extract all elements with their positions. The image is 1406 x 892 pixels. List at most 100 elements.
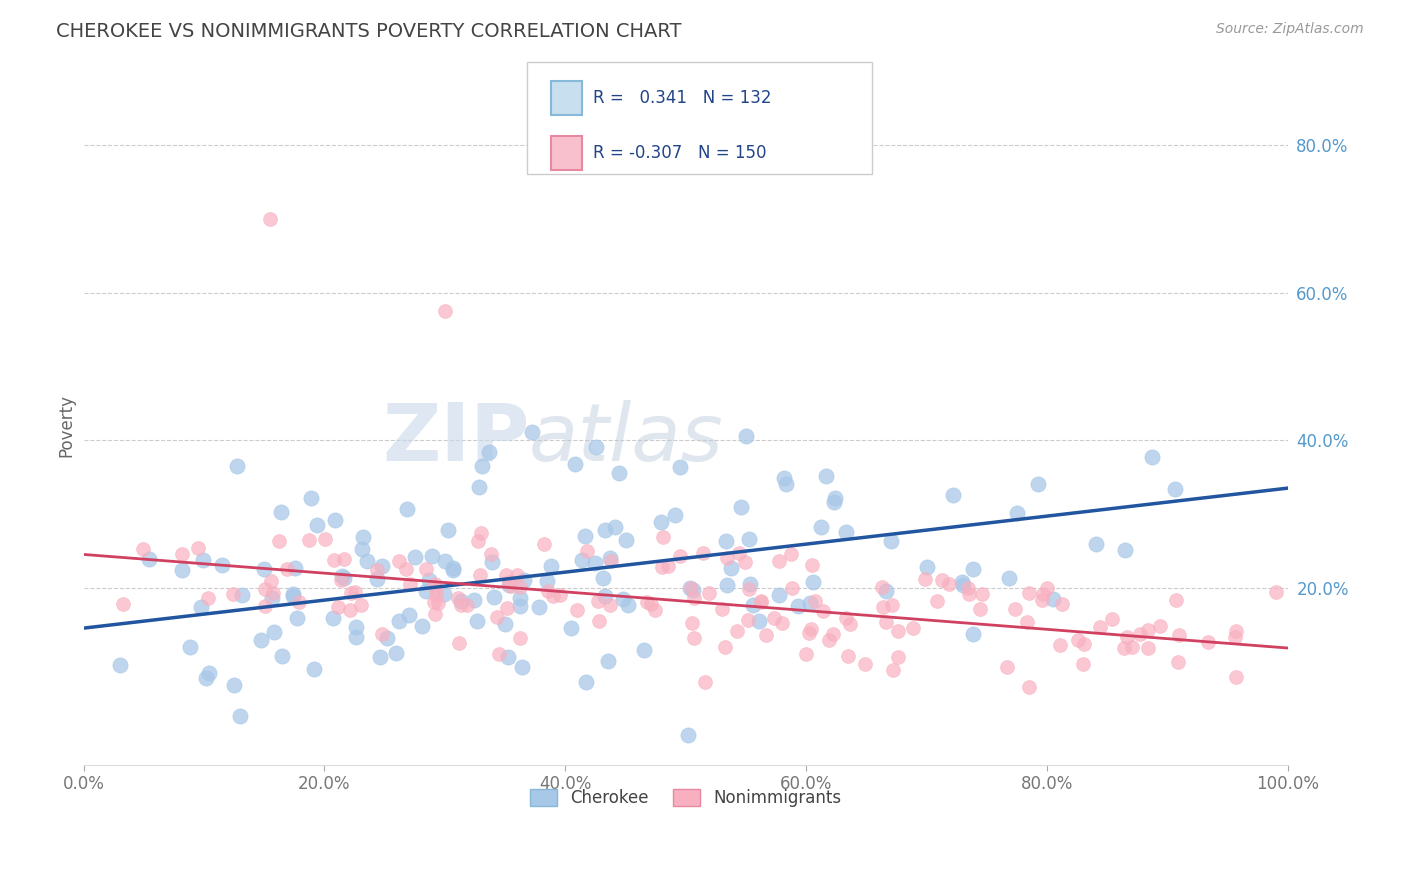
- Point: [742, 598, 765, 612]
- Point: [108, 657, 131, 672]
- Point: [221, 587, 243, 601]
- Point: [231, 588, 253, 602]
- Point: [738, 576, 761, 591]
- Point: [823, 494, 845, 508]
- Point: [434, 554, 457, 568]
- Point: [486, 610, 509, 624]
- Text: Source: ZipAtlas.com: Source: ZipAtlas.com: [1216, 22, 1364, 37]
- Point: [471, 459, 494, 474]
- Point: [226, 459, 249, 474]
- Point: [1223, 630, 1246, 644]
- Point: [737, 613, 759, 627]
- Point: [197, 591, 219, 606]
- Point: [657, 559, 679, 574]
- Point: [1115, 630, 1137, 644]
- Point: [815, 469, 838, 483]
- Point: [479, 547, 502, 561]
- Point: [583, 556, 606, 570]
- Legend: Cherokee, Nonimmigrants: Cherokee, Nonimmigrants: [523, 782, 848, 814]
- Point: [368, 649, 391, 664]
- Point: [599, 551, 621, 566]
- Point: [195, 671, 218, 685]
- Point: [887, 624, 910, 638]
- Point: [925, 594, 948, 608]
- Point: [332, 568, 354, 582]
- Point: [495, 568, 517, 582]
- Point: [468, 480, 491, 494]
- Point: [605, 519, 627, 533]
- Point: [588, 614, 610, 628]
- Point: [780, 582, 803, 596]
- Point: [794, 647, 817, 661]
- Point: [326, 600, 349, 615]
- Point: [509, 591, 531, 606]
- Point: [693, 675, 716, 690]
- Point: [415, 584, 437, 599]
- Point: [450, 599, 472, 613]
- Point: [770, 616, 793, 631]
- Point: [548, 588, 571, 602]
- Point: [834, 611, 856, 625]
- Point: [388, 554, 411, 568]
- Point: [748, 614, 770, 628]
- Point: [253, 599, 276, 613]
- Point: [510, 660, 533, 674]
- Text: ZIP: ZIP: [382, 400, 529, 478]
- Point: [352, 530, 374, 544]
- Point: [1164, 483, 1187, 497]
- Point: [1149, 618, 1171, 632]
- Point: [314, 532, 336, 546]
- Point: [612, 591, 634, 606]
- Point: [222, 678, 245, 692]
- Point: [423, 607, 446, 621]
- Point: [260, 574, 283, 588]
- Y-axis label: Poverty: Poverty: [58, 394, 75, 457]
- Point: [398, 577, 420, 591]
- Point: [323, 513, 346, 527]
- Point: [1225, 670, 1247, 684]
- Point: [262, 586, 284, 600]
- Point: [330, 574, 353, 588]
- Point: [593, 589, 616, 603]
- Point: [817, 632, 839, 647]
- Point: [484, 590, 506, 604]
- Point: [716, 550, 738, 565]
- Point: [697, 586, 720, 600]
- Point: [543, 590, 565, 604]
- Point: [725, 624, 748, 638]
- Point: [385, 646, 408, 660]
- Point: [1004, 602, 1026, 616]
- Point: [423, 595, 446, 609]
- Point: [853, 657, 876, 672]
- Point: [132, 542, 155, 557]
- Point: [463, 592, 485, 607]
- Point: [350, 541, 373, 556]
- Point: [614, 533, 637, 548]
- Point: [533, 537, 555, 551]
- Point: [344, 620, 367, 634]
- Point: [734, 429, 756, 443]
- Point: [270, 505, 292, 519]
- Point: [187, 541, 209, 556]
- Point: [1032, 586, 1054, 600]
- Point: [281, 587, 304, 601]
- Point: [824, 491, 846, 506]
- Point: [1168, 628, 1191, 642]
- Point: [395, 502, 418, 516]
- Point: [872, 600, 894, 615]
- Point: [499, 579, 522, 593]
- Point: [1067, 632, 1090, 647]
- Point: [801, 575, 824, 590]
- Point: [962, 627, 984, 641]
- Point: [775, 476, 797, 491]
- Point: [880, 534, 903, 549]
- Point: [494, 617, 516, 632]
- Point: [456, 598, 478, 612]
- Point: [1036, 581, 1059, 595]
- Point: [415, 562, 437, 576]
- Point: [668, 460, 690, 475]
- Point: [323, 552, 346, 566]
- Point: [298, 533, 321, 547]
- Point: [1112, 641, 1135, 656]
- Point: [734, 555, 756, 569]
